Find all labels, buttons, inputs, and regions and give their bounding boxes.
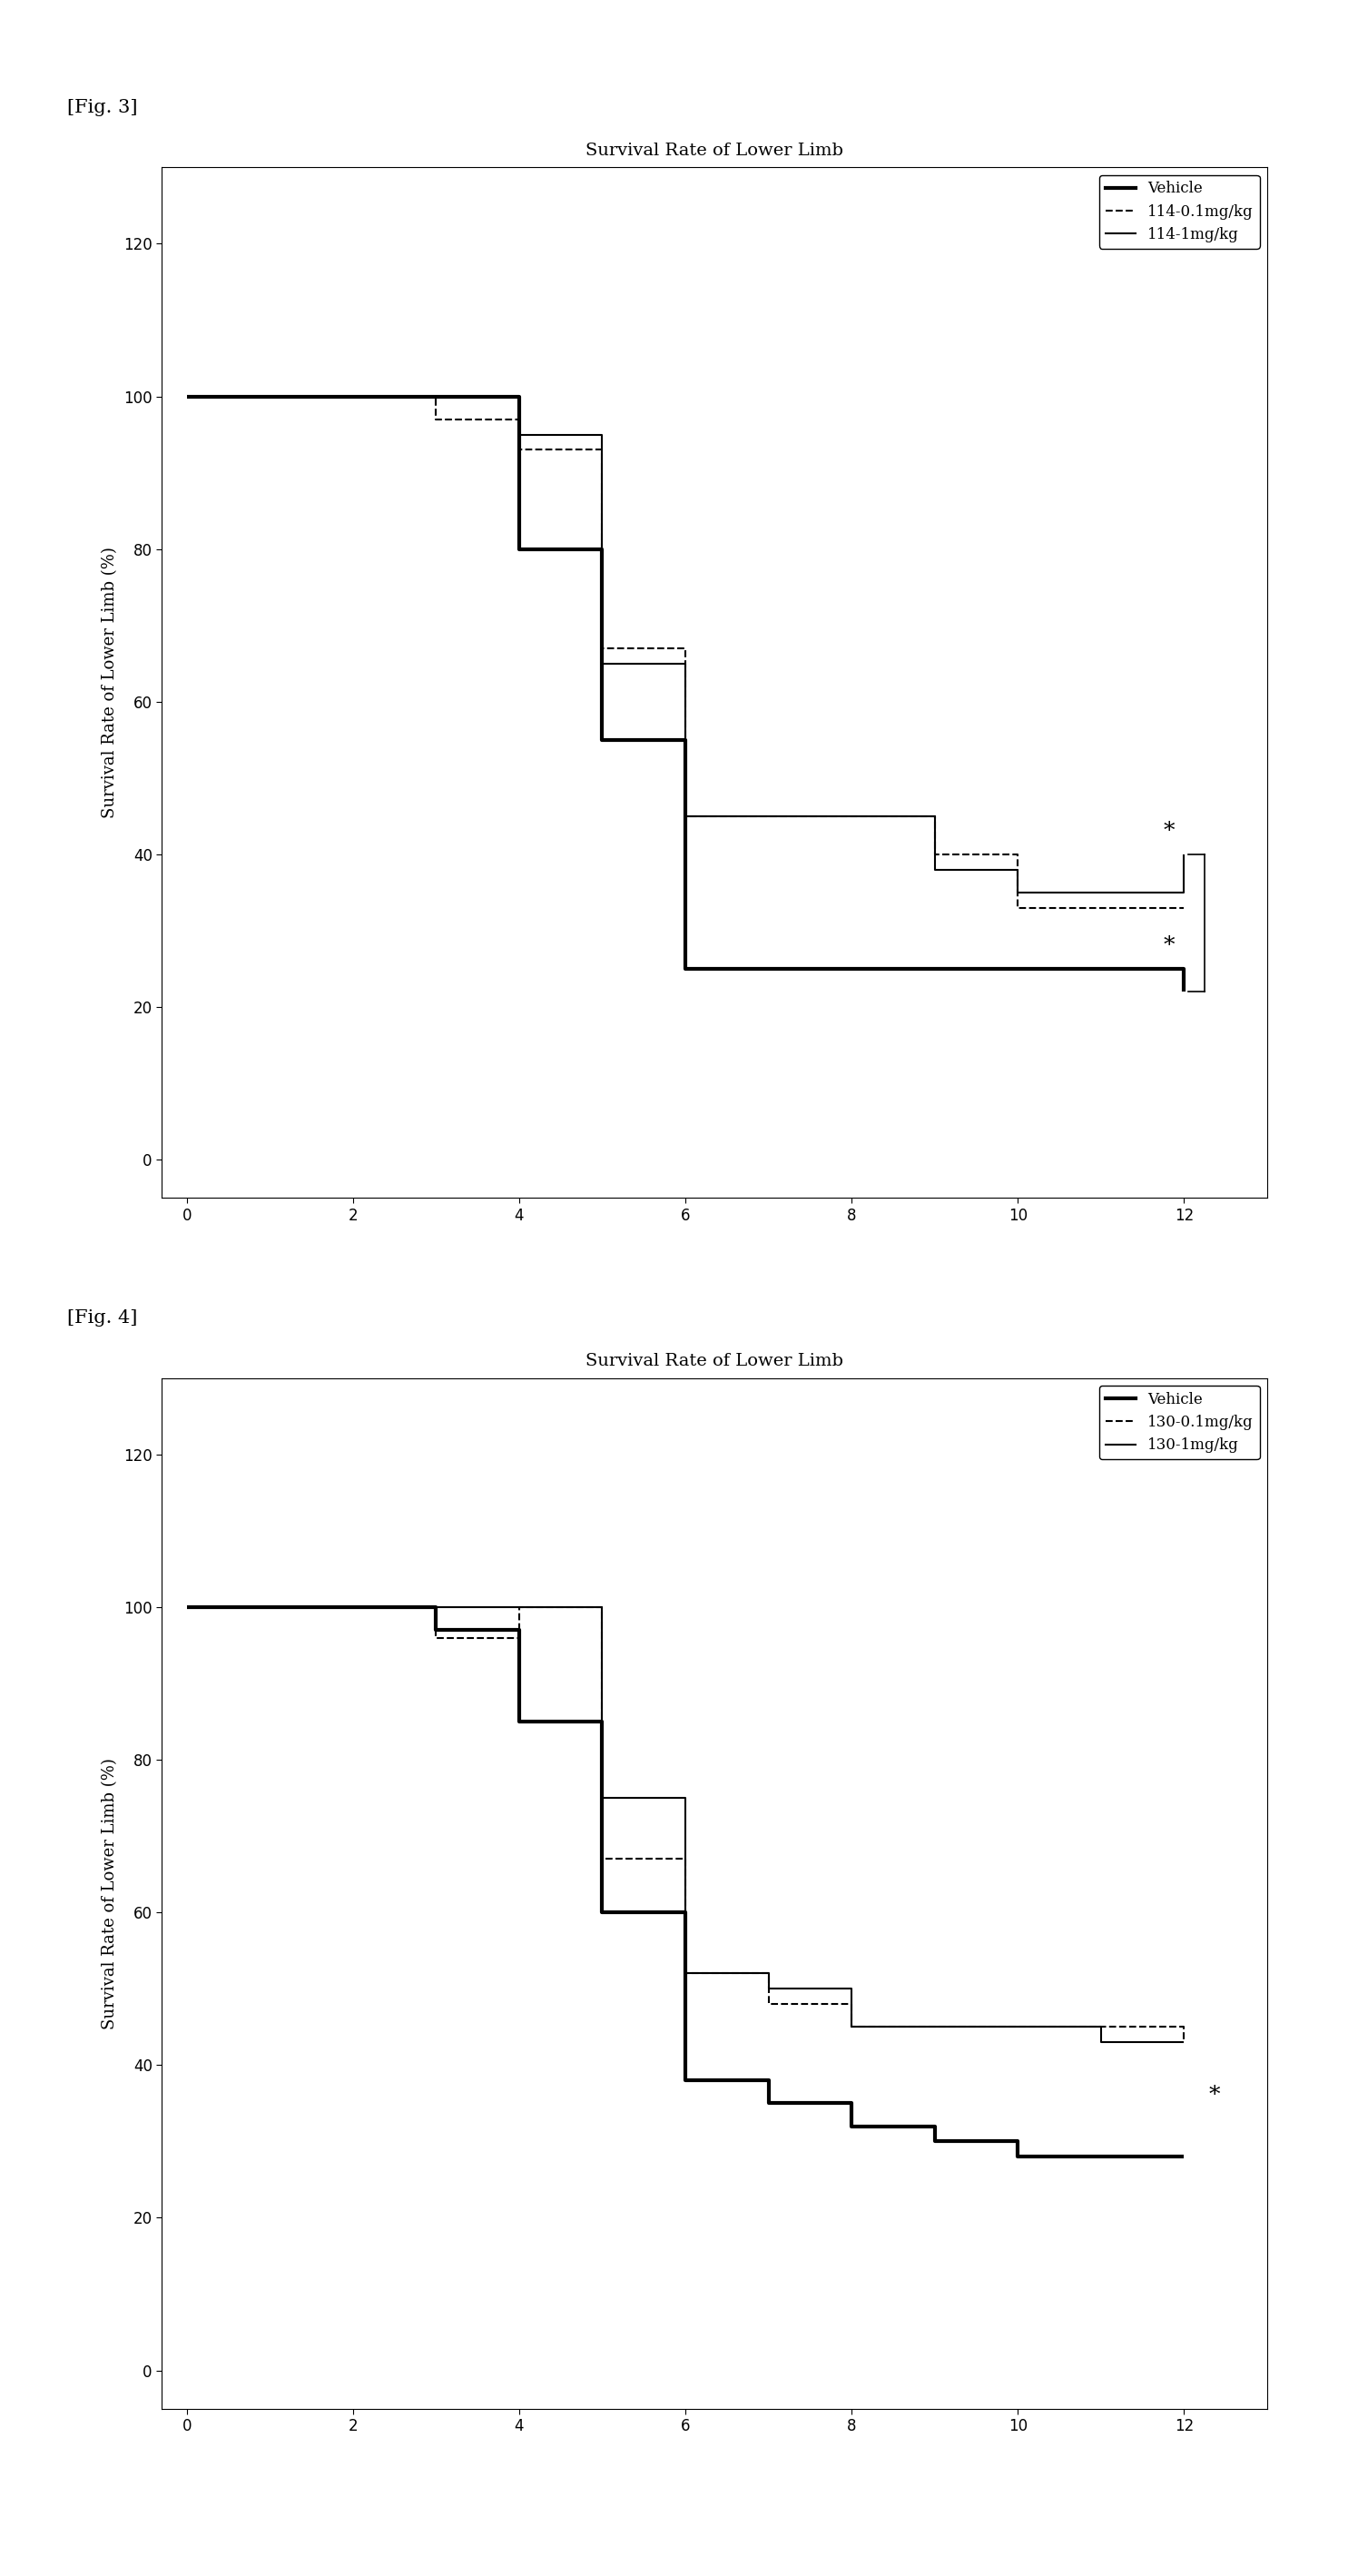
Title: Survival Rate of Lower Limb: Survival Rate of Lower Limb: [585, 142, 844, 160]
Text: [Fig. 3]: [Fig. 3]: [67, 98, 137, 116]
Text: [Fig. 4]: [Fig. 4]: [67, 1309, 137, 1327]
Legend: Vehicle, 130-0.1mg/kg, 130-1mg/kg: Vehicle, 130-0.1mg/kg, 130-1mg/kg: [1099, 1386, 1259, 1458]
Text: *: *: [1209, 2084, 1220, 2107]
Y-axis label: Survival Rate of Lower Limb (%): Survival Rate of Lower Limb (%): [102, 1757, 119, 2030]
Text: *: *: [1163, 822, 1174, 842]
Text: *: *: [1163, 935, 1174, 956]
Title: Survival Rate of Lower Limb: Survival Rate of Lower Limb: [585, 1352, 844, 1370]
Y-axis label: Survival Rate of Lower Limb (%): Survival Rate of Lower Limb (%): [102, 546, 119, 819]
Legend: Vehicle, 114-0.1mg/kg, 114-1mg/kg: Vehicle, 114-0.1mg/kg, 114-1mg/kg: [1099, 175, 1259, 247]
